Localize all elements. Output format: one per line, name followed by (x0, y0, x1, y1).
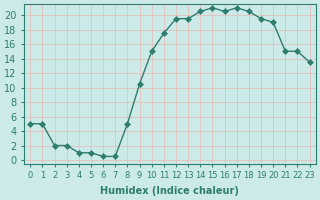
X-axis label: Humidex (Indice chaleur): Humidex (Indice chaleur) (100, 186, 239, 196)
